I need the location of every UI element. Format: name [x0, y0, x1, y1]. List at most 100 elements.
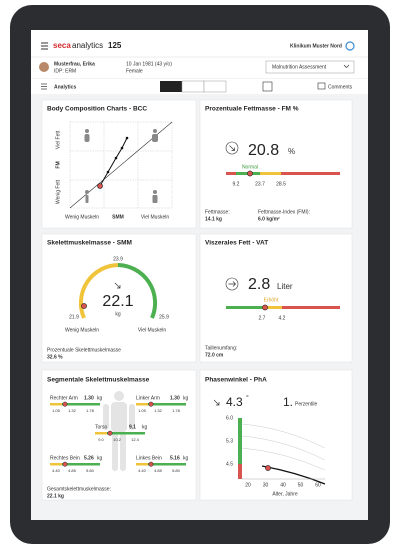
card-pha	[199, 369, 353, 501]
smm-value: 22.1	[102, 293, 133, 310]
dropdown-caret	[343, 64, 350, 68]
product: analytics	[72, 41, 103, 50]
segment-name: Linkes Bein	[136, 455, 162, 461]
range-low	[136, 403, 148, 406]
value: 72.0 cm	[205, 352, 224, 358]
avatar	[39, 62, 49, 72]
value: 32.6 %	[47, 354, 63, 360]
segment-tick: 10.2	[113, 437, 122, 442]
list-icon	[41, 83, 47, 90]
segment-tick: 4.85	[154, 468, 163, 473]
fm-status: Normal	[242, 164, 258, 170]
card-title: Viszerales Fett - VAT	[205, 240, 268, 247]
tick: 4.2	[279, 315, 286, 321]
range-veryhigh	[282, 306, 340, 309]
range-normal	[62, 403, 100, 406]
percentile-curves	[241, 423, 326, 471]
segment-marker	[148, 461, 154, 467]
segment-tick: 4.40	[52, 468, 61, 473]
tick: 2.7	[259, 315, 266, 321]
x-tick: 60	[315, 482, 321, 488]
card-title: Phasenwinkel - PhA	[205, 377, 267, 384]
segment-marker	[148, 401, 154, 407]
y-low: Wenig Fett	[55, 179, 61, 204]
card-fm	[199, 99, 353, 229]
segment-marker	[62, 401, 68, 407]
pha-low-range	[238, 464, 242, 479]
segment-value: 1.30	[84, 395, 94, 401]
segment-unit: kg	[97, 395, 103, 401]
trend-arrow	[225, 277, 239, 291]
view-chart[interactable]	[181, 80, 205, 93]
arrow	[228, 281, 236, 287]
menu-icon[interactable]	[41, 42, 48, 50]
pha-marker	[265, 465, 271, 471]
pha-value: 4.3	[226, 395, 243, 409]
patient-name: Musterfrau, Erika	[54, 61, 95, 67]
segment-marker	[107, 430, 113, 436]
fm-value: 20.8	[248, 142, 279, 159]
fm-marker	[247, 170, 253, 177]
print-icon[interactable]	[262, 81, 273, 92]
range-normal	[148, 403, 186, 406]
range-normal	[226, 306, 262, 309]
toolbar-section: Analytics	[54, 84, 76, 90]
gauge-low	[78, 263, 119, 319]
segment-tick: 1.32	[68, 408, 77, 413]
gauge-low-label: 21.9	[69, 314, 79, 320]
x-tick: 40	[280, 482, 286, 488]
value: 22.1 kg	[47, 493, 64, 499]
segment-tick: 5.80	[86, 468, 95, 473]
value: 14.1 kg	[205, 216, 222, 222]
y-tick: 5.3	[226, 438, 233, 444]
fm-unit: %	[288, 147, 295, 156]
tick: 9.2	[233, 181, 240, 187]
pha-range	[238, 418, 242, 464]
segment-value: 5.26	[84, 455, 94, 461]
clinic-logo	[345, 41, 355, 51]
sex: Female	[126, 68, 143, 74]
segment-name: Rechter Arm	[50, 395, 78, 401]
clinic: Klinikum Muster Nord	[290, 43, 342, 49]
patient-id: IDP: ERM	[54, 68, 76, 74]
arrow	[229, 145, 235, 151]
brand: seca	[53, 41, 71, 50]
vat-status: Erhöht	[264, 297, 279, 303]
arrow	[114, 282, 121, 289]
segment-tick: 4.85	[68, 468, 77, 473]
bcc-figures	[84, 129, 158, 203]
segment-unit: kg	[97, 455, 103, 461]
y-tick: 6.0	[226, 415, 233, 421]
assessment-dropdown[interactable]	[265, 60, 355, 74]
comments-button[interactable]: Comments	[328, 84, 353, 90]
segment-name: Rechtes Bein	[50, 455, 80, 461]
segment-tick: 12.4	[131, 437, 140, 442]
segment-value: 1.30	[170, 395, 180, 401]
range-low	[50, 463, 62, 466]
x-axis: SMM	[112, 214, 124, 220]
range-high	[260, 172, 281, 175]
segment-tick: 1.78	[86, 408, 95, 413]
segment-unit: kg	[142, 424, 148, 430]
card-title: Body Composition Charts - BCC	[47, 106, 147, 113]
label: Gesamtskelettmuskelmasse:	[47, 486, 111, 492]
label: Fettmasse-Index (FMI):	[258, 209, 310, 215]
y-axis: FM	[55, 161, 61, 168]
percentile-label: Perzentile	[295, 401, 317, 407]
gauge-high	[117, 263, 158, 319]
birth-date: 10 Jan 1981 (43 y/o)	[126, 61, 172, 67]
low-label: Wenig Muskeln	[65, 327, 99, 333]
view-table[interactable]	[203, 80, 227, 93]
segment-tick: 1.32	[154, 408, 163, 413]
range-normal	[107, 432, 145, 435]
body-figure	[103, 391, 135, 471]
gauge-high-label: 25.9	[159, 314, 169, 320]
range-low	[226, 172, 236, 175]
percentile: 1.	[283, 395, 293, 409]
view-tiles[interactable]	[160, 81, 182, 92]
card-seg	[41, 369, 197, 501]
x-tick: 20	[245, 482, 251, 488]
segment-tick: 5.80	[172, 468, 181, 473]
x-label: Alter, Jahre	[272, 491, 298, 497]
